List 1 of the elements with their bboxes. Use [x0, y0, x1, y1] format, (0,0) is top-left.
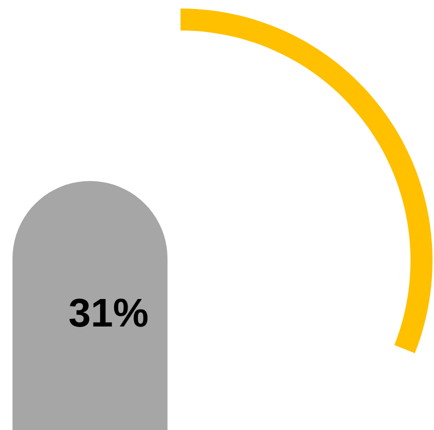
text: 31% — [68, 292, 149, 336]
